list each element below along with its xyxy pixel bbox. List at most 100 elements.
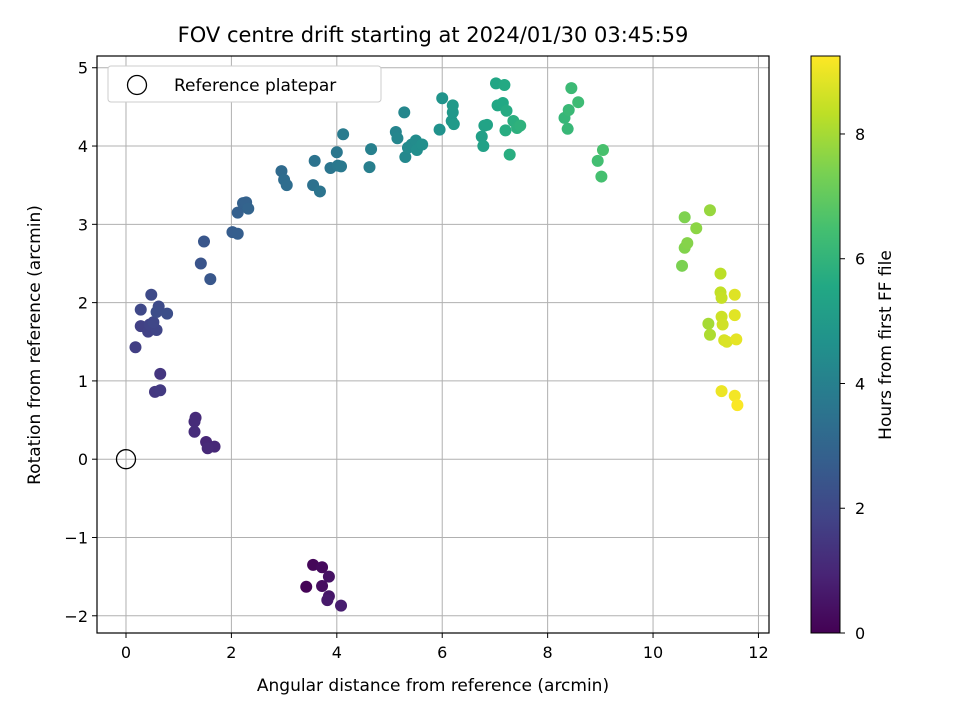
data-point <box>436 92 449 105</box>
data-point <box>503 148 516 161</box>
x-tick-label: 0 <box>121 643 131 662</box>
data-point <box>154 367 167 380</box>
legend-marker <box>126 74 148 96</box>
data-point <box>716 318 729 331</box>
data-point <box>514 119 527 132</box>
data-point <box>416 138 429 151</box>
chart-title: FOV centre drift starting at 2024/01/30 … <box>178 23 689 47</box>
data-point <box>720 335 733 348</box>
data-point <box>242 202 255 215</box>
data-point <box>499 124 512 137</box>
x-tick-label: 8 <box>543 643 553 662</box>
plot-area-frame <box>96 55 770 634</box>
data-point <box>231 227 244 240</box>
data-point <box>561 122 574 135</box>
data-point <box>703 204 716 217</box>
data-point <box>731 399 744 412</box>
data-point <box>365 143 378 156</box>
data-point <box>280 179 293 192</box>
data-point <box>154 384 167 397</box>
data-point <box>572 96 585 109</box>
y-axis-label: Rotation from reference (arcmin) <box>25 205 45 485</box>
data-points <box>115 77 744 612</box>
x-axis-label: Angular distance from reference (arcmin) <box>257 676 609 696</box>
x-tick-label: 4 <box>332 643 342 662</box>
data-point <box>300 580 313 593</box>
y-tick-label: 1 <box>78 372 88 391</box>
data-point <box>188 425 201 438</box>
data-point <box>728 389 741 402</box>
data-point <box>337 128 350 141</box>
data-point <box>398 106 411 119</box>
data-point <box>197 235 210 248</box>
data-point <box>703 328 716 341</box>
x-tick-label: 10 <box>643 643 663 662</box>
data-point <box>498 78 511 91</box>
data-point <box>363 161 376 174</box>
data-point <box>562 104 575 117</box>
x-tick-label: 6 <box>437 643 447 662</box>
y-tick-label: 3 <box>78 215 88 234</box>
colorbar-tick-label: 0 <box>855 624 865 643</box>
data-point <box>433 123 446 136</box>
colorbar-tick-label: 6 <box>855 250 865 269</box>
data-point <box>477 140 490 153</box>
data-point <box>730 333 743 346</box>
data-point <box>702 317 715 330</box>
x-tick-label: 12 <box>748 643 768 662</box>
colorbar: 0 2 4 6 8 Hours from first FF file <box>810 55 896 643</box>
y-tick-label: 2 <box>78 294 88 313</box>
y-tick-label: −1 <box>64 528 88 547</box>
reference-point-marker <box>115 449 137 470</box>
data-point <box>231 206 244 219</box>
data-point <box>150 306 163 319</box>
data-point <box>715 291 728 304</box>
y-tick-label: 5 <box>78 59 88 78</box>
data-point <box>399 150 412 163</box>
data-point <box>134 303 147 316</box>
data-point <box>715 385 728 398</box>
legend-box <box>107 65 382 103</box>
data-point <box>676 259 689 272</box>
data-point <box>565 82 578 95</box>
data-point <box>129 341 142 354</box>
colorbar-gradient <box>810 55 841 634</box>
data-point <box>316 580 329 593</box>
data-point <box>147 316 160 329</box>
colorbar-label: Hours from first FF file <box>876 250 896 440</box>
y-tick-label: −2 <box>64 607 88 626</box>
data-point <box>728 288 741 301</box>
data-point <box>316 561 329 574</box>
data-point <box>194 257 207 270</box>
legend: Reference platepar <box>107 65 382 103</box>
data-point <box>591 154 604 167</box>
data-point <box>678 211 691 224</box>
colorbar-ticks: 0 2 4 6 8 <box>840 125 865 643</box>
x-tick-label: 2 <box>226 643 236 662</box>
colorbar-tick-label: 4 <box>855 374 865 393</box>
data-point <box>690 222 703 235</box>
legend-label: Reference platepar <box>174 76 336 96</box>
data-point <box>475 130 488 143</box>
data-point <box>188 415 201 428</box>
data-point <box>481 118 494 131</box>
data-point <box>308 154 321 167</box>
y-axis-ticks: −2 −1 0 1 2 3 4 5 <box>64 59 97 626</box>
data-point <box>728 309 741 322</box>
data-point <box>330 146 343 159</box>
y-tick-label: 0 <box>78 450 88 469</box>
data-point <box>596 143 609 156</box>
data-point <box>201 442 214 455</box>
data-point <box>335 160 348 173</box>
data-point <box>322 570 335 583</box>
data-point <box>161 307 174 320</box>
colorbar-tick-label: 2 <box>855 499 865 518</box>
data-point <box>204 273 217 286</box>
y-tick-label: 4 <box>78 137 88 156</box>
colorbar-tick-label: 8 <box>855 125 865 144</box>
data-point <box>500 104 513 117</box>
grid-lines <box>97 56 769 633</box>
data-point <box>595 170 608 183</box>
data-point <box>321 594 334 607</box>
